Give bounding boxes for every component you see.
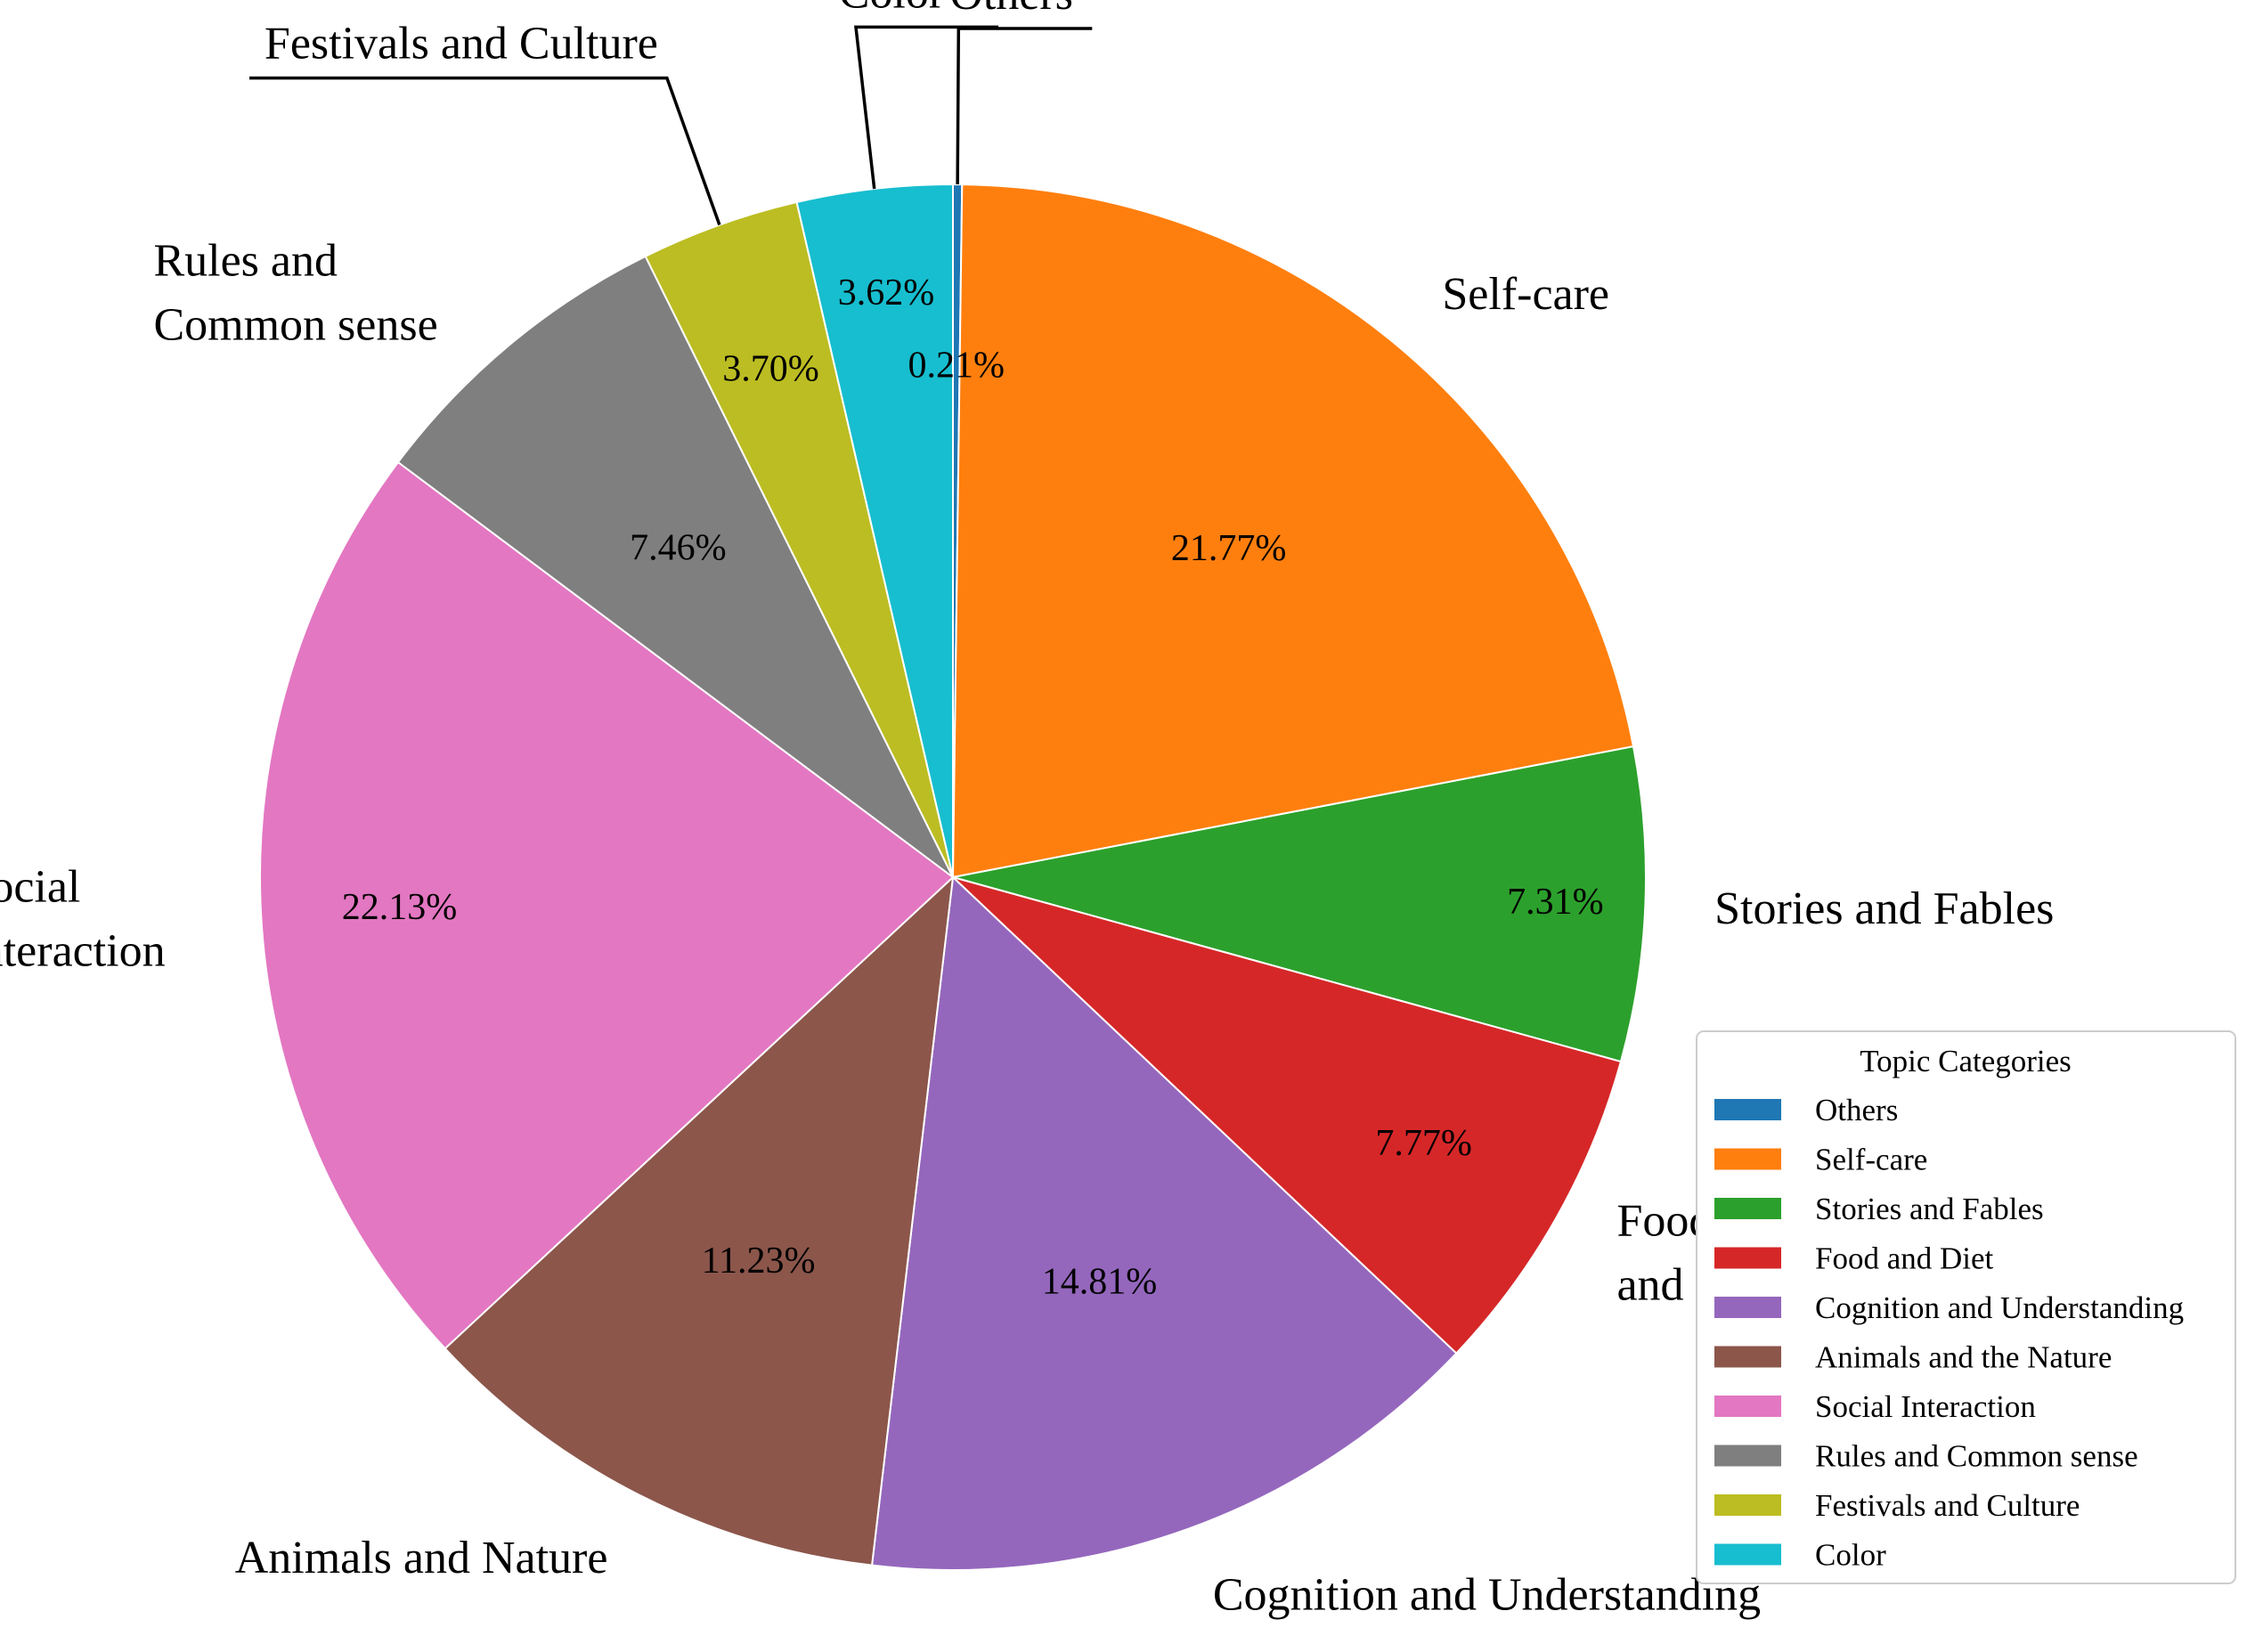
legend-swatch-color: [1714, 1543, 1781, 1566]
pct-label-cognition-and-understanding: 14.81%: [1042, 1261, 1158, 1302]
legend-swatch-rules-and-common-sense: [1714, 1444, 1781, 1467]
category-label-line: Self-care: [1442, 269, 1609, 320]
leader-line-color: [854, 25, 998, 190]
slice-stories-and-fables: [952, 745, 1647, 1063]
category-label-color: Color: [839, 0, 944, 18]
legend-swatch-animals-and-the-nature: [1714, 1346, 1781, 1368]
legend: Topic Categories Others Self-care Stories …: [1696, 1030, 2236, 1584]
legend-label-rules-and-common-sense: Rules and Common sense: [1815, 1439, 2138, 1474]
pct-label-food-and-diet: 7.77%: [1375, 1123, 1472, 1164]
legend-swatch-self-care: [1714, 1148, 1781, 1170]
legend-swatch-cognition-and-understanding: [1714, 1297, 1781, 1318]
category-label-line: Color: [839, 0, 944, 18]
pct-label-festivals-and-culture: 3.70%: [722, 349, 819, 390]
pie-slices: [259, 183, 1647, 1572]
slice-rules-and-common-sense: [396, 255, 954, 878]
pct-label-social-interaction: 22.13%: [342, 887, 458, 928]
leader-lines: [249, 25, 1093, 226]
pct-label-rules-and-common-sense: 7.46%: [630, 527, 727, 568]
category-label-line: Others: [949, 0, 1073, 20]
pct-label-self-care: 21.77%: [1171, 528, 1287, 569]
category-label-line: Festivals and Culture: [265, 19, 658, 69]
slice-cognition-and-understanding: [870, 875, 1458, 1572]
legend-label-animals-and-the-nature: Animals and the Nature: [1815, 1340, 2112, 1375]
leader-line-others: [956, 27, 1093, 185]
slice-social-interaction: [259, 460, 955, 1350]
category-label-festivals-and-culture: Festivals and Culture: [265, 19, 658, 69]
slice-self-care: [951, 183, 1635, 879]
legend-swatch-others: [1714, 1099, 1781, 1120]
category-label-line: Social: [0, 861, 80, 912]
category-label-others: Others: [949, 0, 1073, 20]
category-label-line: Interaction: [0, 925, 166, 976]
pct-label-others: 0.21%: [908, 345, 1005, 386]
category-label-line: Animals and Nature: [235, 1533, 608, 1583]
legend-swatch-social-interaction: [1714, 1396, 1781, 1417]
category-label-line: Rules and: [153, 235, 338, 286]
category-label-animals-and-the-nature: Animals and Nature: [235, 1533, 608, 1583]
legend-label-self-care: Self-care: [1815, 1143, 1927, 1177]
category-label-self-care: Self-care: [1442, 269, 1609, 320]
legend-label-cognition-and-understanding: Cognition and Understanding: [1815, 1290, 2184, 1325]
pct-label-stories-and-fables: 7.31%: [1507, 882, 1604, 923]
category-label-line: Cognition and Understanding: [1213, 1569, 1761, 1620]
legend-swatch-festivals-and-culture: [1714, 1494, 1781, 1516]
pct-label-color: 3.62%: [838, 273, 935, 313]
category-label-social-interaction: Social Interaction: [0, 861, 166, 976]
legend-label-social-interaction: Social Interaction: [1815, 1389, 2036, 1424]
legend-frame: [1696, 1030, 2236, 1584]
category-label-rules-and-common-sense: Rules and Common sense: [153, 235, 437, 350]
percentage-labels: 0.21% 21.77% 7.31% 7.77% 14.81% 11.23% 22.13% 7…: [342, 273, 1604, 1302]
legend-swatch-food-and-diet: [1714, 1247, 1781, 1269]
category-label-line: Common sense: [153, 299, 437, 350]
category-label-line: Stories and Fables: [1714, 883, 2054, 934]
legend-title: Topic Categories: [1860, 1044, 2072, 1078]
category-label-cognition-and-understanding: Cognition and Understanding: [1213, 1569, 1761, 1620]
legend-label-food-and-diet: Food and Diet: [1815, 1241, 1994, 1276]
legend-label-stories-and-fables: Stories and Fables: [1815, 1192, 2044, 1226]
category-label-stories-and-fables: Stories and Fables: [1714, 883, 2054, 934]
legend-label-color: Color: [1815, 1538, 1886, 1573]
slice-animals-and-the-nature: [444, 875, 955, 1567]
legend-label-festivals-and-culture: Festivals and Culture: [1815, 1488, 2080, 1523]
legend-label-others: Others: [1815, 1093, 1898, 1127]
legend-swatch-stories-and-fables: [1714, 1198, 1781, 1219]
slice-food-and-diet: [952, 876, 1623, 1355]
legend-items: Others Self-care Stories and Fables Food an…: [1714, 1093, 2184, 1573]
pct-label-animals-and-the-nature: 11.23%: [702, 1241, 816, 1282]
leader-line-festivals-and-culture: [249, 76, 721, 226]
slice-color: [795, 183, 954, 878]
